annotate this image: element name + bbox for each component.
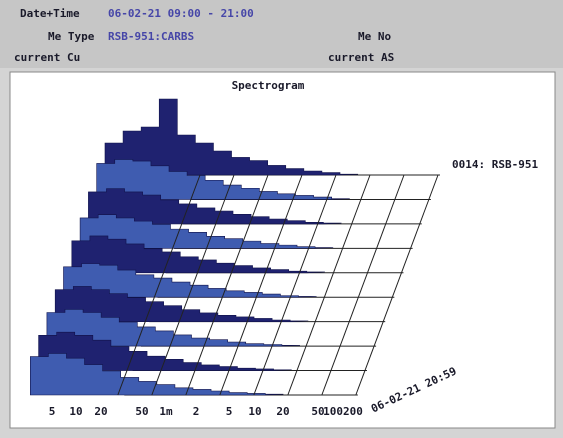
me-no-label: Me No [358, 30, 391, 43]
spectrum [96, 159, 350, 200]
grid-col [151, 174, 235, 396]
x-tick-label: 10 [248, 405, 261, 418]
spectrum [54, 286, 309, 322]
x-tick-label: 50 [135, 405, 148, 418]
grid-col [219, 174, 303, 396]
date-time: 06-02-21 09:00 - 21:00 [108, 7, 254, 20]
spectrum [71, 235, 325, 274]
spectrum [46, 309, 300, 347]
x-tick-label: 20 [276, 405, 289, 418]
x-tick-label: 5 [226, 405, 233, 418]
me-type: RSB-951:CARBS [108, 30, 194, 43]
x-tick-label: 100200 [323, 405, 363, 418]
grid-col [253, 174, 337, 396]
x-tick-label: 10 [69, 405, 82, 418]
x-tick-label: 50 [311, 405, 324, 418]
grid-col [287, 174, 371, 396]
spectrum [63, 263, 317, 298]
chart-title: Spectrogram [232, 79, 305, 92]
current-right: current AS [328, 51, 394, 64]
date-time-label: Date+Time [20, 7, 80, 20]
grid-col [117, 174, 201, 396]
x-tick-label: 2 [193, 405, 200, 418]
x-tick-label: 20 [94, 405, 107, 418]
spectrum [104, 98, 359, 176]
current-left: current Cu [14, 51, 80, 64]
grid-col [321, 174, 405, 396]
spectrum [79, 214, 334, 249]
x-tick-label: 1m [159, 405, 173, 418]
spectrum [88, 188, 342, 225]
header-band [0, 0, 563, 68]
spectrum [30, 353, 284, 396]
x-tick-label: 5 [49, 405, 56, 418]
waterfall [30, 98, 440, 396]
grid-col [185, 174, 269, 396]
grid-col [355, 174, 439, 396]
trace-label: 0014: RSB-951 [452, 158, 538, 171]
me-type-label: Me Type [48, 30, 95, 43]
